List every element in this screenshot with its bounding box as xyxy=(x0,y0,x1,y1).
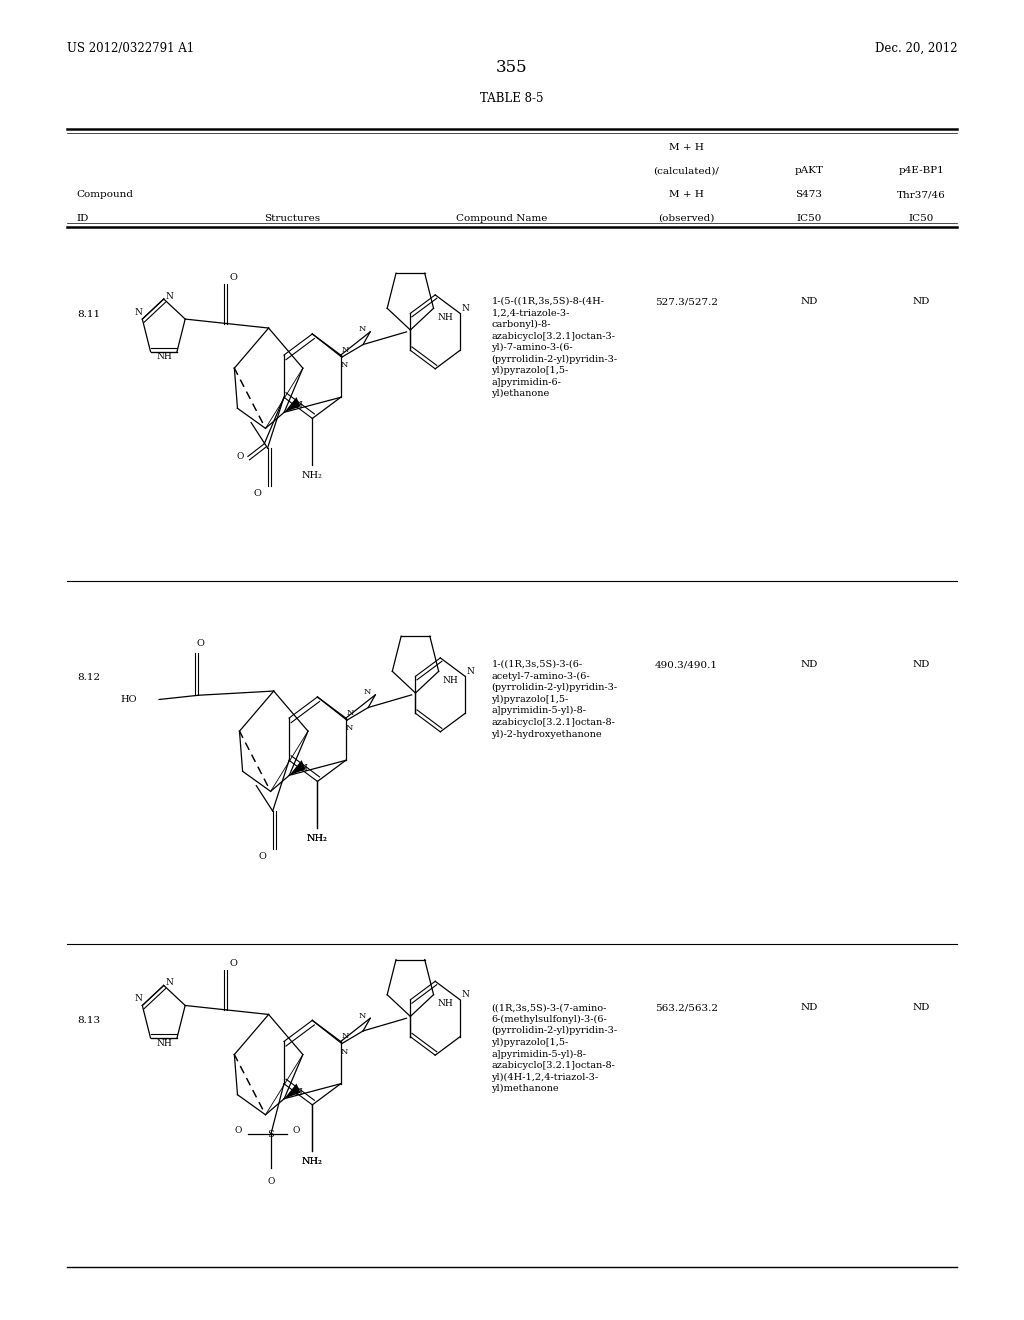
Text: O: O xyxy=(234,1126,243,1135)
Text: M + H: M + H xyxy=(669,190,703,199)
Text: Compound Name: Compound Name xyxy=(456,214,548,223)
Text: ((1R,3s,5S)-3-(7-amino-
6-(methylsulfonyl)-3-(6-
(pyrrolidin-2-yl)pyridin-3-
yl): ((1R,3s,5S)-3-(7-amino- 6-(methylsulfony… xyxy=(492,1003,617,1093)
Text: ND: ND xyxy=(801,297,817,306)
Text: p4E-BP1: p4E-BP1 xyxy=(899,166,944,176)
Text: O: O xyxy=(293,1126,300,1135)
Text: IC50: IC50 xyxy=(797,214,821,223)
Text: M + H: M + H xyxy=(669,143,703,152)
Text: NH: NH xyxy=(437,999,454,1008)
Text: ND: ND xyxy=(801,1003,817,1012)
Text: 1-(5-((1R,3s,5S)-8-(4H-
1,2,4-triazole-3-
carbonyl)-8-
azabicyclo[3.2.1]octan-3-: 1-(5-((1R,3s,5S)-8-(4H- 1,2,4-triazole-3… xyxy=(492,297,617,399)
Text: S473: S473 xyxy=(796,190,822,199)
Text: HO: HO xyxy=(120,696,136,704)
Text: 527.3/527.2: 527.3/527.2 xyxy=(654,297,718,306)
Text: IC50: IC50 xyxy=(909,214,934,223)
Text: N: N xyxy=(166,978,174,987)
Text: Dec. 20, 2012: Dec. 20, 2012 xyxy=(874,42,957,55)
Text: O: O xyxy=(197,639,205,648)
Text: NH: NH xyxy=(157,1039,173,1048)
Text: N: N xyxy=(346,709,353,717)
Text: N: N xyxy=(134,994,142,1003)
Text: (observed): (observed) xyxy=(657,214,715,223)
Text: N: N xyxy=(461,990,469,999)
Text: N: N xyxy=(345,725,352,733)
Text: 8.12: 8.12 xyxy=(77,673,100,682)
Polygon shape xyxy=(285,1084,300,1098)
Polygon shape xyxy=(285,397,300,412)
Text: N: N xyxy=(461,304,469,313)
Text: N: N xyxy=(358,325,366,333)
Text: O: O xyxy=(229,960,237,969)
Text: O: O xyxy=(236,451,244,461)
Text: N: N xyxy=(358,1011,366,1019)
Text: ND: ND xyxy=(801,660,817,669)
Text: O: O xyxy=(267,1177,274,1185)
Text: 1-((1R,3s,5S)-3-(6-
acetyl-7-amino-3-(6-
(pyrrolidin-2-yl)pyridin-3-
yl)pyrazolo: 1-((1R,3s,5S)-3-(6- acetyl-7-amino-3-(6-… xyxy=(492,660,617,739)
Text: N: N xyxy=(341,1032,348,1040)
Text: 8.11: 8.11 xyxy=(77,310,100,319)
Text: (calculated)/: (calculated)/ xyxy=(653,166,719,176)
Text: pAKT: pAKT xyxy=(795,166,823,176)
Text: 563.2/563.2: 563.2/563.2 xyxy=(654,1003,718,1012)
Text: N: N xyxy=(166,292,174,301)
Text: 355: 355 xyxy=(497,59,527,77)
Text: S: S xyxy=(267,1130,274,1139)
Text: NH₂: NH₂ xyxy=(307,834,328,843)
Text: N: N xyxy=(340,1048,347,1056)
Text: Thr37/46: Thr37/46 xyxy=(897,190,946,199)
Text: Compound: Compound xyxy=(77,190,134,199)
Text: O: O xyxy=(253,490,261,499)
Text: 8.13: 8.13 xyxy=(77,1016,100,1026)
Text: TABLE 8-5: TABLE 8-5 xyxy=(480,92,544,106)
Text: ND: ND xyxy=(913,297,930,306)
Text: NH: NH xyxy=(437,313,454,322)
Text: 490.3/490.1: 490.3/490.1 xyxy=(654,660,718,669)
Text: NH₂: NH₂ xyxy=(302,1158,323,1167)
Text: N: N xyxy=(466,667,474,676)
Text: N: N xyxy=(341,346,348,354)
Text: NH: NH xyxy=(442,676,459,685)
Text: NH: NH xyxy=(157,352,173,362)
Text: ND: ND xyxy=(913,1003,930,1012)
Text: H: H xyxy=(295,401,302,411)
Text: H: H xyxy=(300,764,307,774)
Text: O: O xyxy=(229,273,237,282)
Text: ND: ND xyxy=(913,660,930,669)
Text: Structures: Structures xyxy=(264,214,319,223)
Text: ID: ID xyxy=(77,214,89,223)
Text: H: H xyxy=(295,1088,302,1097)
Text: O: O xyxy=(258,853,266,862)
Text: N: N xyxy=(364,688,371,696)
Text: US 2012/0322791 A1: US 2012/0322791 A1 xyxy=(67,42,194,55)
Text: N: N xyxy=(134,308,142,317)
Text: NH₂: NH₂ xyxy=(302,471,323,480)
Polygon shape xyxy=(290,760,305,775)
Text: NH₂: NH₂ xyxy=(302,1158,323,1167)
Text: NH₂: NH₂ xyxy=(307,834,328,843)
Text: N: N xyxy=(340,362,347,370)
